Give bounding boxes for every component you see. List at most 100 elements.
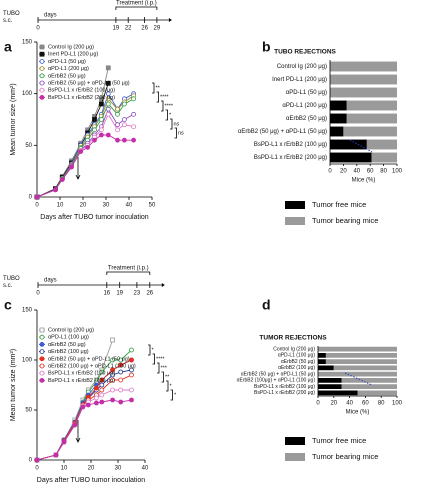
treatment-arrow: [75, 157, 81, 180]
category-label: BsPD-L1 x rErbB2 (200 μg): [254, 390, 315, 396]
marker: [105, 65, 111, 71]
legend-label: αErbB2 (50 μg) + αPD-L1 (50 μg): [48, 80, 130, 86]
category-label: αErbB2 (100μg) + αPD-L1 (100 μg): [237, 378, 316, 384]
marker: [94, 400, 99, 406]
marker: [110, 372, 115, 378]
treatment-label: Treatment (i.p.): [116, 1, 157, 7]
marker: [99, 369, 105, 375]
significance-label: *: [152, 347, 155, 353]
y-tick-label: 150: [22, 308, 33, 314]
category-label: αErbB2 (50 μg): [281, 359, 315, 365]
marker: [131, 137, 137, 143]
trend-arrow: [344, 372, 373, 386]
y-tick-label: 150: [22, 40, 33, 46]
treatment-arrow: [75, 420, 81, 443]
marker: [39, 363, 45, 369]
bar-segment: [330, 100, 347, 111]
timeline-unit: days: [44, 278, 57, 284]
marker: [131, 96, 137, 102]
category-label: αErbB2 (50 μg) + αPD-L1 (50 μg): [241, 371, 316, 377]
significance-label: ****: [160, 94, 169, 100]
timeline-day: 16: [103, 291, 110, 297]
significance-label: ****: [165, 103, 174, 109]
timeline-day: 23: [134, 291, 141, 297]
marker: [99, 392, 105, 398]
x-tick-label: 20: [340, 169, 347, 175]
marker: [99, 117, 104, 122]
marker: [39, 334, 45, 340]
significance-bracket: [166, 380, 169, 392]
marker: [78, 149, 84, 154]
y-axis-label: Mean tumor size (mm²): [10, 349, 17, 421]
y-axis-label: Mean tumor size (mm²): [10, 83, 17, 155]
series-line: [36, 113, 134, 198]
series-line: [36, 108, 134, 198]
marker: [99, 382, 105, 388]
x-axis-label: Mice (%): [346, 410, 370, 416]
marker: [105, 91, 111, 97]
x-tick-label: 0: [316, 401, 320, 407]
marker: [39, 59, 45, 64]
significance-label: *: [169, 112, 172, 118]
treatment-label: Treatment (i.p.): [108, 266, 149, 272]
category-label: BsPD-L1 x rErbB2 (100 μg): [254, 384, 315, 390]
bar-segment: [318, 359, 326, 364]
marker: [94, 395, 99, 401]
panel-letter: b: [262, 39, 271, 55]
timeline-day: 29: [154, 26, 161, 32]
trend-arrow: [349, 139, 373, 153]
bar-segment: [371, 152, 397, 163]
category-label: αPD-L1 (100 μg): [278, 353, 316, 359]
timeline-unit: days: [44, 13, 57, 19]
bar-segment: [366, 139, 397, 150]
marker: [118, 387, 124, 393]
chart-title: TUBO REJECTIONS: [274, 49, 336, 56]
timeline-day: 0: [36, 291, 40, 297]
marker: [99, 132, 104, 138]
significance-bracket: [148, 344, 151, 356]
marker: [118, 357, 124, 363]
marker: [99, 387, 105, 393]
bar-segment: [330, 61, 397, 72]
bar-segment: [330, 139, 367, 150]
marker: [105, 132, 111, 138]
significance-label: ****: [156, 356, 165, 362]
marker: [80, 404, 86, 410]
x-tick-label: 100: [392, 169, 403, 175]
y-tick-label: 0: [29, 458, 33, 464]
marker: [105, 106, 111, 112]
marker: [129, 387, 134, 393]
legend-swatch: [285, 217, 305, 225]
panel-letter: c: [4, 297, 12, 313]
significance-bracket: [165, 109, 168, 121]
marker: [39, 95, 45, 100]
marker: [59, 177, 65, 182]
legend-label: BsPD-L1 x rErbB2 (200 μg): [48, 378, 115, 384]
significance-label: **: [165, 374, 170, 380]
y-tick-label: 50: [25, 408, 32, 414]
y-tick-label: 100: [22, 91, 33, 97]
x-tick-label: 20: [330, 401, 337, 407]
bar-segment: [341, 384, 397, 389]
x-tick-label: 20: [80, 203, 87, 209]
marker: [61, 439, 67, 445]
series-line: [36, 399, 132, 461]
legend-label: Tumor bearing mice: [312, 216, 378, 225]
x-tick-label: 40: [353, 169, 360, 175]
bar-segment: [318, 346, 397, 352]
bar-segment: [330, 126, 344, 137]
x-axis-label: Mice (%): [352, 178, 376, 184]
marker: [110, 387, 115, 393]
marker: [110, 337, 115, 343]
category-label: αErbB2 (100 μg): [278, 365, 315, 371]
treatment-bracket: [106, 271, 151, 275]
marker: [53, 187, 58, 193]
legend-label: Control Ig (200 μg): [48, 327, 94, 333]
x-tick-label: 40: [142, 466, 149, 472]
significance-bracket: [152, 353, 155, 365]
x-tick-label: 50: [149, 203, 156, 209]
bar-segment: [318, 378, 342, 383]
significance-label: ns: [178, 130, 184, 136]
legend-swatch: [285, 201, 305, 209]
significance-label: **: [156, 85, 161, 91]
